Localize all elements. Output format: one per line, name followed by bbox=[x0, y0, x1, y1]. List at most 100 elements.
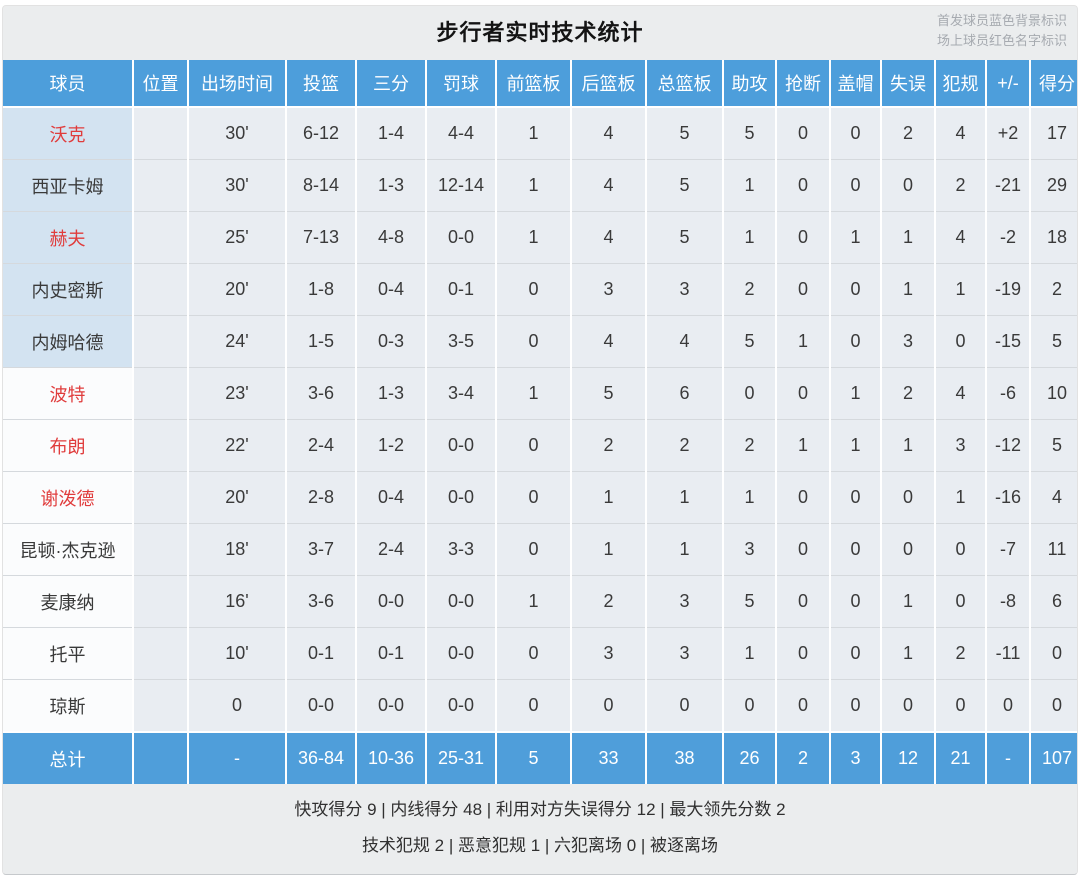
footer-stats: 快攻得分 9 | 内线得分 48 | 利用对方失误得分 12 | 最大领先分数 … bbox=[3, 784, 1077, 874]
stat-cell: 0 bbox=[496, 263, 572, 316]
stat-cell: 0 bbox=[188, 679, 287, 733]
totals-stat-cell: 12 bbox=[881, 731, 936, 784]
stat-cell: 1-3 bbox=[356, 159, 427, 212]
column-header: 犯规 bbox=[935, 60, 987, 108]
position-cell bbox=[133, 315, 189, 368]
stat-cell: 0-1 bbox=[426, 263, 497, 316]
stat-cell: 5 bbox=[571, 367, 647, 420]
stat-cell: 0 bbox=[830, 159, 882, 212]
stat-cell: 3 bbox=[935, 419, 987, 472]
column-header: 盖帽 bbox=[830, 60, 882, 108]
player-name-cell: 琼斯 bbox=[3, 679, 134, 733]
stat-cell: 2-4 bbox=[356, 523, 427, 576]
totals-stat-cell: 25-31 bbox=[426, 731, 497, 784]
stat-cell: 1 bbox=[881, 211, 936, 264]
player-name-cell: 托平 bbox=[3, 627, 134, 680]
stat-cell: 23' bbox=[188, 367, 287, 420]
stat-cell: 1 bbox=[935, 471, 987, 524]
stat-cell: 17 bbox=[1030, 107, 1077, 160]
stat-cell: 0-0 bbox=[356, 679, 427, 733]
stat-cell: 3 bbox=[571, 263, 647, 316]
stat-cell: 0 bbox=[496, 523, 572, 576]
stat-cell: 2 bbox=[881, 367, 936, 420]
stat-cell: 0-0 bbox=[426, 419, 497, 472]
stat-cell: 5 bbox=[723, 107, 777, 160]
totals-stat-cell: 36-84 bbox=[286, 731, 357, 784]
stat-cell: 22' bbox=[188, 419, 287, 472]
table-row: 赫夫 25' 7-13 4-8 0-0 1 4 5 1 0 1 1 4 -2 18 bbox=[3, 211, 1077, 264]
position-cell bbox=[133, 575, 189, 628]
table-row: 昆顿·杰克逊 18' 3-7 2-4 3-3 0 1 1 3 0 0 0 0 -7 11 bbox=[3, 523, 1077, 576]
stat-cell: 30' bbox=[188, 159, 287, 212]
column-header: 位置 bbox=[133, 60, 189, 108]
stats-panel: 步行者实时技术统计 首发球员蓝色背景标识 场上球员红色名字标识 球员 位置 出场时间… bbox=[2, 5, 1078, 875]
table-row: 内姆哈德 24' 1-5 0-3 3-5 0 4 4 5 1 0 3 0 -15 5 bbox=[3, 315, 1077, 368]
stat-cell: 2 bbox=[571, 575, 647, 628]
player-name-cell: 麦康纳 bbox=[3, 575, 134, 628]
stat-cell: 25' bbox=[188, 211, 287, 264]
stat-cell: 3-5 bbox=[426, 315, 497, 368]
stat-cell: 20' bbox=[188, 263, 287, 316]
totals-stat-cell: - bbox=[986, 731, 1031, 784]
stat-cell: 5 bbox=[646, 107, 724, 160]
player-name-cell: 西亚卡姆 bbox=[3, 159, 134, 212]
stat-cell: 3 bbox=[881, 315, 936, 368]
totals-stat-cell: 5 bbox=[496, 731, 572, 784]
stat-cell: 0-1 bbox=[356, 627, 427, 680]
stat-cell: 4 bbox=[571, 107, 647, 160]
stat-cell: 1 bbox=[723, 627, 777, 680]
totals-stat-cell: 33 bbox=[571, 731, 647, 784]
stat-cell: 0 bbox=[723, 367, 777, 420]
table-row: 托平 10' 0-1 0-1 0-0 0 3 3 1 0 0 1 2 -11 0 bbox=[3, 627, 1077, 680]
stat-cell: 5 bbox=[723, 575, 777, 628]
stat-cell: 0-0 bbox=[426, 575, 497, 628]
stat-cell: 3 bbox=[723, 523, 777, 576]
title-band: 步行者实时技术统计 首发球员蓝色背景标识 场上球员红色名字标识 bbox=[3, 6, 1077, 60]
stat-cell: -2 bbox=[986, 211, 1031, 264]
stat-cell: 4-8 bbox=[356, 211, 427, 264]
stat-cell: 5 bbox=[1030, 419, 1077, 472]
column-header: 后篮板 bbox=[571, 60, 647, 108]
stat-cell: 5 bbox=[646, 211, 724, 264]
stat-cell: 1 bbox=[881, 575, 936, 628]
stat-cell: 3-4 bbox=[426, 367, 497, 420]
stat-cell: 1 bbox=[881, 627, 936, 680]
stat-cell: 5 bbox=[646, 159, 724, 212]
stat-cell: 0 bbox=[646, 679, 724, 733]
stat-cell: 0 bbox=[776, 627, 831, 680]
stat-cell: 1 bbox=[496, 367, 572, 420]
stat-cell: 8-14 bbox=[286, 159, 357, 212]
totals-stat-cell: 38 bbox=[646, 731, 724, 784]
stat-cell: 0 bbox=[830, 107, 882, 160]
stat-cell: 24' bbox=[188, 315, 287, 368]
stat-cell: 30' bbox=[188, 107, 287, 160]
page-title: 步行者实时技术统计 bbox=[436, 20, 644, 45]
totals-row: 总计 -36-84 10-36 25-31 5 33 38 26 2 3 12 21-107 bbox=[3, 731, 1077, 784]
stat-cell: 3 bbox=[646, 627, 724, 680]
stat-cell: 0 bbox=[1030, 627, 1077, 680]
stat-cell: 1-3 bbox=[356, 367, 427, 420]
position-cell bbox=[133, 471, 189, 524]
stat-cell: 0-0 bbox=[426, 679, 497, 733]
table-row: 布朗 22' 2-4 1-2 0-0 0 2 2 2 1 1 1 3 -12 5 bbox=[3, 419, 1077, 472]
stat-cell: 2 bbox=[935, 159, 987, 212]
stat-cell: 11 bbox=[1030, 523, 1077, 576]
stat-cell: 0 bbox=[496, 419, 572, 472]
stat-cell: 1 bbox=[830, 367, 882, 420]
column-header: 抢断 bbox=[776, 60, 831, 108]
stat-cell: 0 bbox=[776, 211, 831, 264]
stat-cell: 5 bbox=[1030, 315, 1077, 368]
player-name-cell: 布朗 bbox=[3, 419, 134, 472]
legend-starter-note: 首发球员蓝色背景标识 bbox=[936, 13, 1067, 28]
stat-cell: 0 bbox=[986, 679, 1031, 733]
stat-cell: 1 bbox=[496, 159, 572, 212]
stat-cell: -6 bbox=[986, 367, 1031, 420]
footer-line-2: 技术犯规 2 | 恶意犯规 1 | 六犯离场 0 | 被逐离场 bbox=[361, 836, 719, 855]
stat-cell: 0-0 bbox=[426, 211, 497, 264]
column-header: 失误 bbox=[881, 60, 936, 108]
column-header: 球员 bbox=[3, 60, 134, 108]
stat-cell: 1 bbox=[881, 419, 936, 472]
stat-cell: 3-3 bbox=[426, 523, 497, 576]
stat-cell: 1 bbox=[496, 575, 572, 628]
stat-cell: -11 bbox=[986, 627, 1031, 680]
